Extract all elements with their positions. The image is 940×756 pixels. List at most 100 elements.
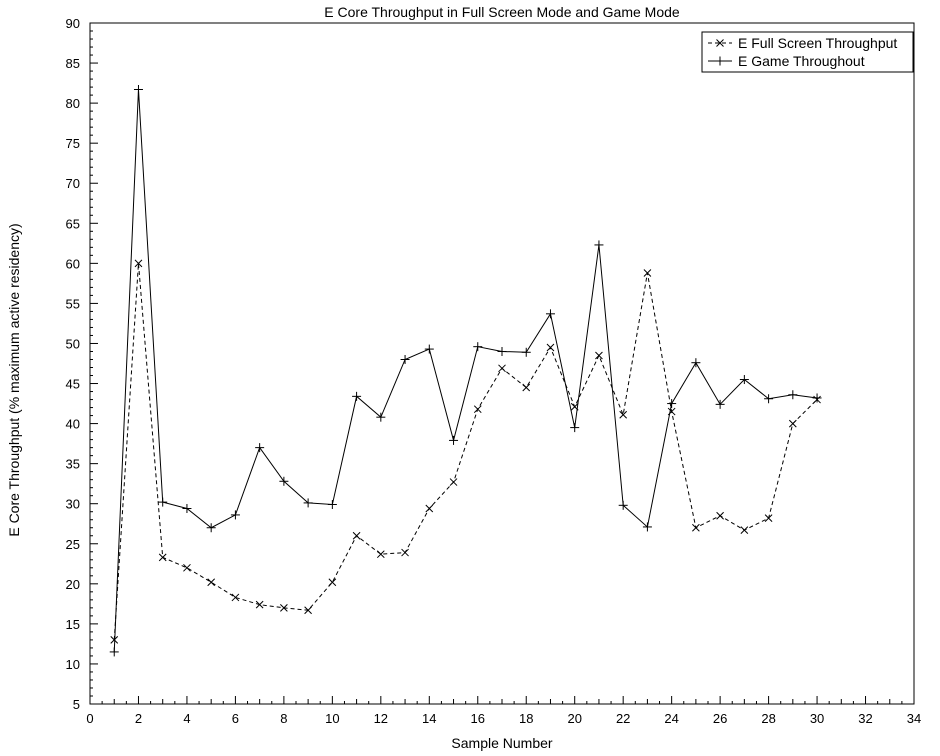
data-point [110, 636, 119, 644]
data-point [740, 526, 749, 534]
series-line-2 [113, 89, 818, 652]
data-point [376, 412, 386, 422]
legend-item: E Game Throughout [708, 53, 865, 69]
data-point [595, 351, 603, 360]
data-point [255, 600, 264, 609]
x-tick-label: 32 [858, 711, 872, 726]
data-point [183, 563, 191, 572]
data-point [303, 498, 313, 508]
data-point [642, 522, 652, 532]
data-point [230, 510, 240, 520]
y-tick-label: 85 [66, 56, 80, 71]
data-point [667, 399, 677, 409]
plot-area: 0 2 4 6 8 10 12 14 16 18 20 22 24 26 28 30 32 34510152025… [66, 16, 922, 726]
data-point [594, 240, 604, 250]
data-point [328, 578, 337, 587]
x-tick-label: 12 [374, 711, 388, 726]
data-point [716, 511, 724, 520]
legend-box [701, 31, 914, 73]
y-tick-label: 75 [66, 136, 80, 151]
data-point [498, 364, 506, 373]
legend-label: E Full Screen Throughput [738, 35, 897, 51]
data-point [618, 500, 628, 510]
data-point [352, 391, 362, 401]
x-tick-label: 16 [471, 711, 485, 726]
x-axis-label: Sample Number [451, 735, 552, 751]
data-point [109, 647, 119, 657]
x-tick-label: 14 [422, 711, 436, 726]
data-point [182, 504, 192, 514]
y-tick-label: 5 [73, 697, 80, 712]
data-point [231, 593, 240, 602]
x-tick-label: 20 [567, 711, 581, 726]
x-tick-label: 30 [810, 711, 824, 726]
data-point [206, 523, 216, 533]
data-point [279, 476, 289, 486]
data-point [449, 435, 459, 445]
x-tick-label: 22 [616, 711, 630, 726]
data-point [497, 346, 507, 356]
data-point [207, 578, 216, 587]
data-point [425, 504, 434, 513]
data-point [424, 344, 434, 354]
data-point [473, 405, 482, 414]
legend-item: E Full Screen Throughput [708, 35, 897, 51]
data-point [521, 347, 531, 357]
x-tick-label: 18 [519, 711, 533, 726]
data-point [327, 500, 337, 510]
y-tick-label: 30 [66, 497, 80, 512]
x-tick-label: 6 [232, 711, 239, 726]
plot-frame [89, 22, 915, 705]
legend: E Full Screen Throughput E Game Throughou… [701, 31, 914, 73]
y-tick-label: 70 [66, 176, 80, 191]
data-point [764, 514, 773, 522]
y-tick-label: 15 [66, 617, 80, 632]
legend-marker [715, 56, 725, 66]
data-point [352, 531, 361, 540]
legend-marker [716, 39, 724, 47]
data-point [158, 553, 167, 562]
y-tick-label: 90 [66, 16, 80, 31]
y-tick-label: 55 [66, 296, 80, 311]
legend-label: E Game Throughout [738, 53, 865, 69]
data-point [376, 550, 385, 559]
x-tick-label: 4 [183, 711, 190, 726]
data-point [134, 259, 143, 268]
x-tick-label: 28 [761, 711, 775, 726]
data-point [280, 604, 288, 612]
data-point [400, 354, 410, 364]
data-point [546, 343, 555, 352]
data-point [255, 443, 265, 453]
data-point [788, 419, 797, 428]
series-line-1 [113, 263, 818, 640]
data-point [570, 423, 580, 433]
y-tick-label: 80 [66, 96, 80, 111]
x-tick-label: 8 [280, 711, 287, 726]
data-point [522, 383, 531, 392]
y-tick-label: 65 [66, 216, 80, 231]
x-tick-label: 34 [907, 711, 921, 726]
y-tick-label: 10 [66, 657, 80, 672]
y-tick-label: 35 [66, 457, 80, 472]
data-point [545, 309, 555, 319]
series-1 [110, 259, 821, 644]
data-point [158, 497, 168, 507]
y-tick-label: 45 [66, 377, 80, 392]
x-tick-label: 0 [86, 711, 93, 726]
y-axis-label: E Core Throughput (% maximum active resi… [6, 223, 22, 536]
x-tick-label: 10 [325, 711, 339, 726]
data-point [619, 410, 628, 419]
y-tick-label: 25 [66, 537, 80, 552]
data-point [788, 390, 798, 400]
y-tick-label: 60 [66, 256, 80, 271]
data-point [643, 269, 652, 277]
series-2 [109, 84, 822, 657]
y-tick-label: 20 [66, 577, 80, 592]
x-tick-label: 2 [135, 711, 142, 726]
y-tick-label: 50 [66, 336, 80, 351]
x-tick-label: 24 [664, 711, 678, 726]
data-point [133, 84, 143, 94]
chart-title: E Core Throughput in Full Screen Mode an… [324, 4, 680, 20]
data-point [691, 358, 701, 368]
